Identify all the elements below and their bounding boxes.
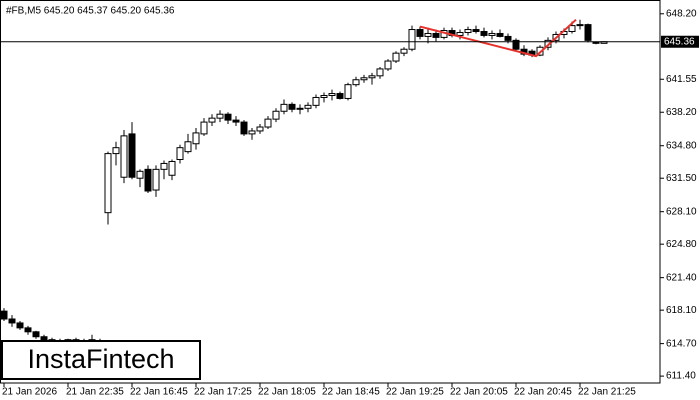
candle-body xyxy=(456,31,464,36)
candle-body xyxy=(408,29,416,50)
candle-body xyxy=(400,48,408,54)
x-tick-label: 22 Jan 19:25 xyxy=(386,387,444,398)
candle-body xyxy=(232,119,240,123)
candle-body xyxy=(152,168,160,191)
candle-body xyxy=(424,32,432,37)
candle-body xyxy=(168,160,176,176)
candle-body xyxy=(136,170,144,179)
y-tick-label: 634.80 xyxy=(666,140,697,151)
candle-body xyxy=(544,39,552,48)
candle-body xyxy=(272,110,280,120)
candle-body xyxy=(488,32,496,36)
candle-body xyxy=(16,322,24,329)
y-tick-label: 628.10 xyxy=(666,206,697,217)
x-tick-label: 22 Jan 20:05 xyxy=(450,387,508,398)
candle-body xyxy=(312,96,320,106)
candle-body xyxy=(464,29,472,33)
y-tick-label: 618.10 xyxy=(666,305,697,316)
candle-body xyxy=(280,103,288,112)
candle-body xyxy=(120,135,128,178)
candle-body xyxy=(568,25,576,33)
logo: InstaFintech xyxy=(27,344,174,374)
candle-body xyxy=(328,93,336,97)
y-tick-label: 621.40 xyxy=(666,272,697,283)
y-tick-label: 641.55 xyxy=(666,74,697,85)
chart-title: #FB,M5 645.20 645.37 645.20 645.36 xyxy=(6,6,175,17)
candle-body xyxy=(320,95,328,98)
candle-body xyxy=(576,24,584,27)
candle-body xyxy=(480,31,488,36)
candle-body xyxy=(360,77,368,81)
candle-body xyxy=(8,318,16,324)
candle-body xyxy=(160,162,168,170)
candle-body xyxy=(128,133,136,178)
y-tick-label: 614.70 xyxy=(666,338,697,349)
candle-body xyxy=(176,147,184,161)
candle-body xyxy=(104,153,112,214)
candle-body xyxy=(376,68,384,77)
y-tick-label: 631.50 xyxy=(666,173,697,184)
y-tick-label: 638.20 xyxy=(666,107,697,118)
candle-body xyxy=(144,168,152,192)
candle-body xyxy=(192,132,200,145)
x-tick-label: 22 Jan 17:25 xyxy=(194,387,252,398)
plot-frame xyxy=(0,0,661,384)
current-price-box xyxy=(661,35,699,48)
candle-body xyxy=(200,121,208,135)
candle-body xyxy=(496,32,504,37)
x-tick-label: 22 Jan 20:45 xyxy=(514,387,572,398)
candle-body xyxy=(344,84,352,99)
candle-body xyxy=(512,39,520,50)
candle-body xyxy=(352,79,360,86)
candle-body xyxy=(472,29,480,33)
candle-body xyxy=(384,60,392,70)
candle-body xyxy=(248,130,256,135)
candle-body xyxy=(392,52,400,62)
candle-body xyxy=(112,147,120,155)
x-tick-label: 22 Jan 21:25 xyxy=(578,387,636,398)
candle-body xyxy=(336,93,344,99)
candle-body xyxy=(240,121,248,135)
candle-body xyxy=(432,32,440,38)
candle-body xyxy=(592,41,600,44)
candle-body xyxy=(264,118,272,128)
x-tick-label: 21 Jan 2026 xyxy=(2,387,57,398)
candle-body xyxy=(224,113,232,121)
y-tick-label: 611.40 xyxy=(666,371,696,382)
candle-body xyxy=(40,336,48,341)
candle-body xyxy=(216,113,224,119)
candle-body xyxy=(256,126,264,132)
candle-body xyxy=(416,29,424,37)
x-tick-label: 22 Jan 18:05 xyxy=(258,387,316,398)
candle-body xyxy=(208,117,216,123)
current-price-label: 645.36 xyxy=(664,36,695,47)
x-tick-label: 22 Jan 16:45 xyxy=(130,387,188,398)
candle-body xyxy=(0,310,8,320)
pattern-line xyxy=(419,18,577,58)
candle-body xyxy=(288,103,296,110)
candle-body xyxy=(32,331,40,338)
logo-box xyxy=(1,340,201,380)
candle-body xyxy=(24,327,32,333)
candle-body xyxy=(368,75,376,79)
candle-body xyxy=(304,104,312,109)
y-tick-label: 624.80 xyxy=(666,239,697,250)
candle-body xyxy=(584,24,592,41)
x-tick-label: 21 Jan 22:35 xyxy=(66,387,124,398)
x-tick-label: 22 Jan 18:45 xyxy=(322,387,380,398)
y-tick-label: 648.20 xyxy=(666,8,697,19)
candle-body xyxy=(184,141,192,153)
candle-body xyxy=(296,107,304,110)
candle-body xyxy=(504,35,512,41)
